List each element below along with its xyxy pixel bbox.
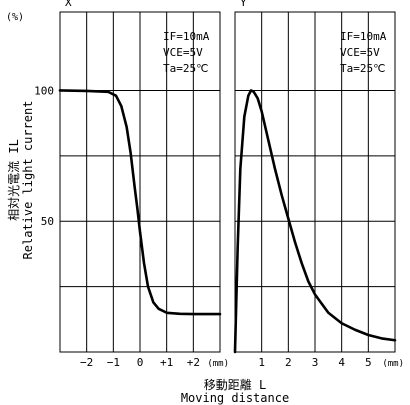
tick-labels: −2 −1 0 +1 +2 (mm) 1 2 3 4 5 (mm) 100 50 (34, 84, 404, 369)
x-axis-label-en: Moving distance (181, 391, 289, 405)
panel-y-curve-0 (233, 89, 397, 354)
panel-x-xtick-3: +1 (160, 356, 173, 369)
panel-x-condition-2: VCE=5V (163, 46, 203, 59)
panel-x-label: X (65, 0, 72, 9)
x-axis-label-jp: 移動距離 L (204, 378, 266, 392)
panel-y-xtick-1: 2 (285, 356, 292, 369)
panel-x-curve-0 (58, 89, 222, 316)
curves (58, 89, 397, 354)
panel-y-condition-1: IF=10mA (340, 30, 387, 43)
panel-y-grid (235, 12, 395, 352)
panel-x-condition-1: IF=10mA (163, 30, 210, 43)
ytick-1: 50 (41, 215, 54, 228)
panel-y-xtick-3: 4 (338, 356, 345, 369)
panel-x-xtick-4: +2 (187, 356, 200, 369)
panel-y-label: Y (240, 0, 247, 9)
panel-x-condition-3: Ta=25℃ (163, 62, 208, 75)
panel-y-condition-2: VCE=5V (340, 46, 380, 59)
panel-y-x-unit: (mm) (382, 359, 404, 369)
panel-x-xtick-1: −1 (107, 356, 120, 369)
y-unit-label: (%) (6, 12, 24, 23)
panel-x-grid (60, 12, 220, 352)
panel-x-xtick-2: 0 (137, 356, 144, 369)
panel-y-xtick-2: 3 (312, 356, 319, 369)
ytick-0: 100 (34, 84, 54, 97)
panel-x-xtick-0: −2 (80, 356, 93, 369)
panel-y-condition-3: Ta=25℃ (340, 62, 385, 75)
panel-y-xtick-4: 5 (365, 356, 372, 369)
y-axis-label-jp: 相対光電流 IL (7, 139, 21, 221)
panel-y-xtick-0: 1 (258, 356, 265, 369)
y-axis-label-en: Relative light current (21, 101, 35, 260)
panel-x-x-unit: (mm) (207, 359, 229, 369)
